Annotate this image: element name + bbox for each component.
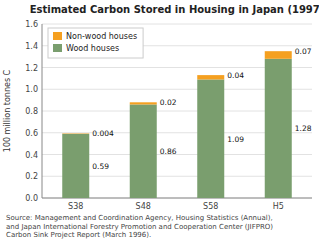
legend-swatch [53, 44, 62, 52]
y-axis-line [42, 24, 43, 198]
legend-label: Wood houses [66, 44, 119, 53]
y-tick-label: 0.8 [25, 107, 38, 116]
y-axis-label: 100 million tonnes C [3, 69, 12, 152]
data-label: 0.59 [92, 162, 109, 171]
source-note: Source: Management and Coordination Agen… [6, 214, 273, 239]
y-tick-label: 1.6 [25, 20, 38, 29]
legend-label: Non-wood houses [66, 32, 137, 41]
bars [62, 51, 292, 198]
bar-segment [62, 134, 89, 198]
y-tick-label: 0.2 [25, 172, 38, 181]
y-tick-label: 0.6 [25, 129, 38, 138]
legend: Non-wood houses Wood houses [48, 28, 143, 58]
x-tick-label: H5 [273, 202, 284, 211]
grid-line [42, 24, 312, 25]
legend-swatch [53, 32, 62, 40]
source-line: Carbon Sink Project Report (March 1996). [6, 231, 151, 239]
bar-segment [197, 79, 224, 198]
legend-box [48, 28, 143, 58]
data-label: 0.02 [160, 98, 177, 107]
source-line: and Japan International Forestry Promoti… [6, 223, 273, 231]
title: Estimated Carbon Stored in Housing in Ja… [30, 4, 319, 15]
bar-segment [197, 75, 224, 79]
source-line: Source: Management and Coordination Agen… [6, 214, 273, 222]
data-label: 0.07 [295, 47, 312, 56]
data-labels: 0.59 0.86 1.09 1.28 0.004 0.02 0.04 0.07 [92, 47, 311, 171]
bar-segment [265, 51, 292, 59]
y-tick-label: 0.4 [25, 151, 38, 160]
y-tick-label: 1.0 [25, 85, 38, 94]
bar-segment [130, 104, 157, 198]
data-label: 1.28 [295, 124, 312, 133]
data-label: 0.04 [227, 71, 244, 80]
y-tick-label: 0.0 [25, 194, 38, 203]
bar-segment [130, 102, 157, 104]
data-label: 0.86 [160, 147, 177, 156]
y-tick-label: 1.4 [25, 42, 38, 51]
bar-segment [265, 59, 292, 198]
x-tick-label: S48 [136, 202, 151, 211]
x-tick-label: S58 [203, 202, 218, 211]
chart: Estimated Carbon Stored in Housing in Ja… [0, 0, 319, 246]
data-label: 1.09 [227, 135, 244, 144]
bar-segment [62, 133, 89, 134]
x-tick-label: S38 [68, 202, 83, 211]
y-tick-label: 1.2 [25, 64, 38, 73]
data-label: 0.004 [92, 129, 114, 138]
